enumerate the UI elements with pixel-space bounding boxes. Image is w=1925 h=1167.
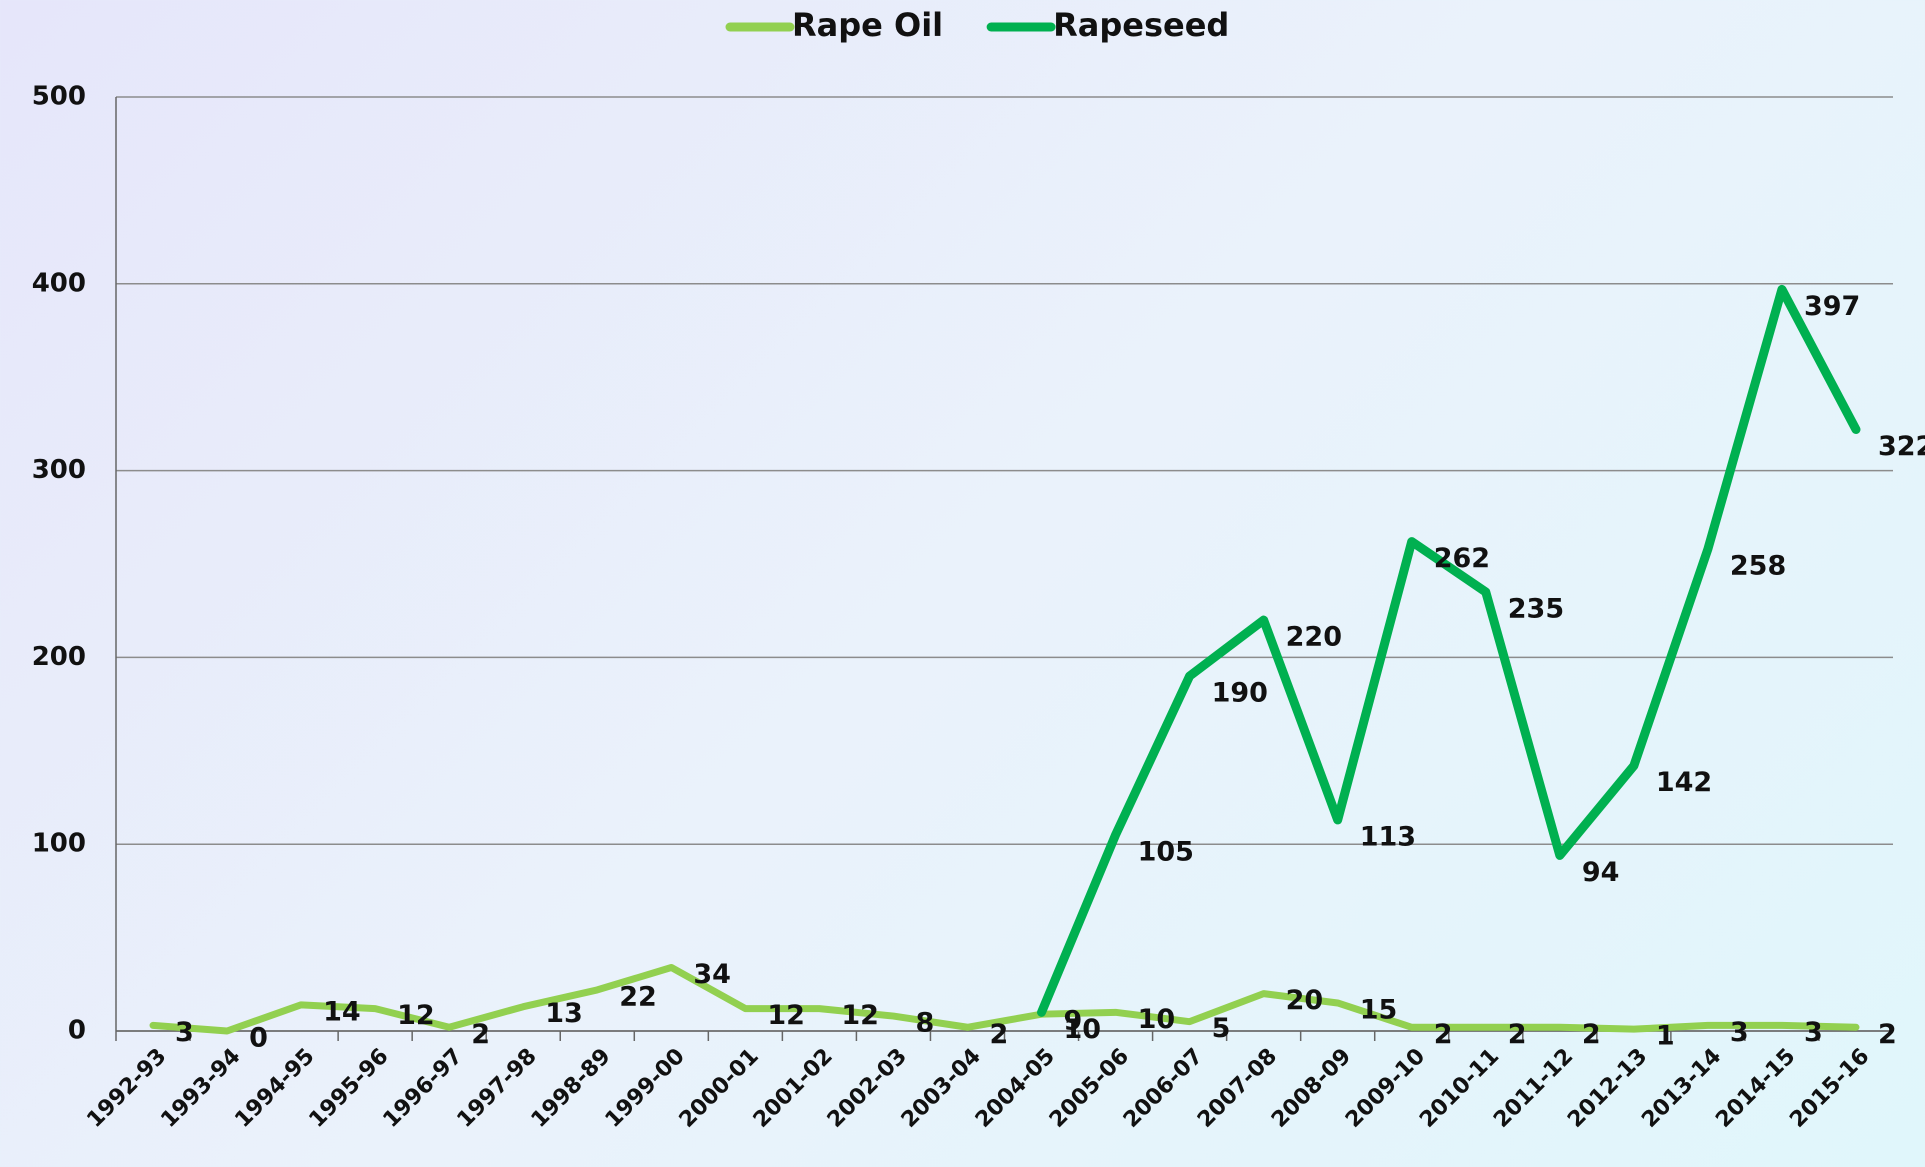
data-label: 22 (619, 981, 657, 1012)
legend-label: Rapeseed (1053, 6, 1229, 44)
data-label: 13 (545, 998, 583, 1029)
legend: Rape Oil Rapeseed (725, 6, 1229, 44)
data-label: 142 (1656, 767, 1712, 798)
x-tick-label: 2000-01 (675, 1044, 764, 1133)
data-label: 94 (1582, 857, 1620, 888)
data-label: 258 (1730, 551, 1786, 582)
x-tick-label: 2004-05 (971, 1044, 1060, 1133)
series-line (1037, 284, 1861, 1017)
x-tick-label: 2008-09 (1267, 1044, 1356, 1133)
data-label: 20 (1286, 985, 1324, 1016)
data-label: 3 (1730, 1017, 1749, 1048)
data-label: 322 (1878, 431, 1925, 462)
data-label: 14 (323, 996, 361, 1027)
x-tick-label: 2005-06 (1045, 1044, 1134, 1133)
y-tick-label: 500 (32, 82, 86, 112)
x-tick-label: 1996-97 (379, 1044, 468, 1133)
data-label: 2 (1508, 1019, 1527, 1050)
x-tick-label: 2013-14 (1637, 1044, 1726, 1133)
x-tick-label: 1997-98 (453, 1044, 542, 1133)
x-tick-label: 2015-16 (1785, 1044, 1874, 1133)
x-tick-label: 2009-10 (1341, 1044, 1430, 1133)
x-tick-label: 2007-08 (1193, 1044, 1282, 1133)
data-label: 105 (1138, 836, 1194, 867)
data-label: 9 (1064, 1006, 1083, 1037)
data-label: 15 (1360, 994, 1398, 1025)
x-tick-label: 1993-94 (156, 1044, 245, 1133)
x-tick-label: 2001-02 (749, 1044, 838, 1133)
data-label: 113 (1360, 821, 1416, 852)
x-tick-label: 1999-00 (601, 1044, 690, 1133)
data-label: 2 (1582, 1019, 1601, 1050)
data-label: 3 (175, 1017, 194, 1048)
data-label: 262 (1434, 543, 1490, 574)
data-label: 397 (1804, 291, 1860, 322)
x-tick-label: 2011-12 (1489, 1044, 1578, 1133)
legend-label: Rape Oil (792, 6, 943, 44)
x-tick-label: 2012-13 (1563, 1044, 1652, 1133)
x-tick-label: 1992-93 (82, 1044, 171, 1133)
y-tick-label: 0 (68, 1016, 86, 1046)
x-tick-label: 2002-03 (823, 1044, 912, 1133)
data-label: 12 (767, 1000, 805, 1031)
data-label: 2 (989, 1019, 1008, 1050)
y-tick-label: 200 (32, 642, 86, 672)
data-label: 5 (1212, 1013, 1231, 1044)
data-label: 2 (1434, 1019, 1453, 1050)
x-tick-label: 1995-96 (305, 1044, 394, 1133)
y-tick-label: 400 (32, 268, 86, 298)
data-label: 10 (1064, 1014, 1102, 1045)
x-tick-label: 1994-95 (231, 1044, 320, 1133)
data-label: 10 (1138, 1004, 1176, 1035)
x-tick-label: 2010-11 (1415, 1044, 1504, 1133)
data-label: 3 (1804, 1017, 1823, 1048)
data-label: 1 (1656, 1021, 1675, 1052)
data-label: 0 (249, 1023, 268, 1054)
data-label: 34 (693, 959, 731, 990)
data-label: 8 (915, 1008, 934, 1039)
data-label: 2 (471, 1019, 490, 1050)
data-label: 220 (1286, 622, 1342, 653)
series-line (149, 963, 1860, 1035)
y-tick-label: 300 (32, 455, 86, 485)
data-label: 12 (841, 1000, 879, 1031)
x-tick-label: 1998-89 (527, 1044, 616, 1133)
data-label: 2 (1878, 1019, 1897, 1050)
data-label: 190 (1212, 678, 1268, 709)
data-label: 12 (397, 1000, 435, 1031)
x-tick-label: 2014-15 (1711, 1044, 1800, 1133)
data-label: 235 (1508, 594, 1564, 625)
y-tick-label: 100 (32, 829, 86, 859)
x-tick-label: 2006-07 (1119, 1044, 1208, 1133)
x-tick-label: 2003-04 (897, 1044, 986, 1133)
